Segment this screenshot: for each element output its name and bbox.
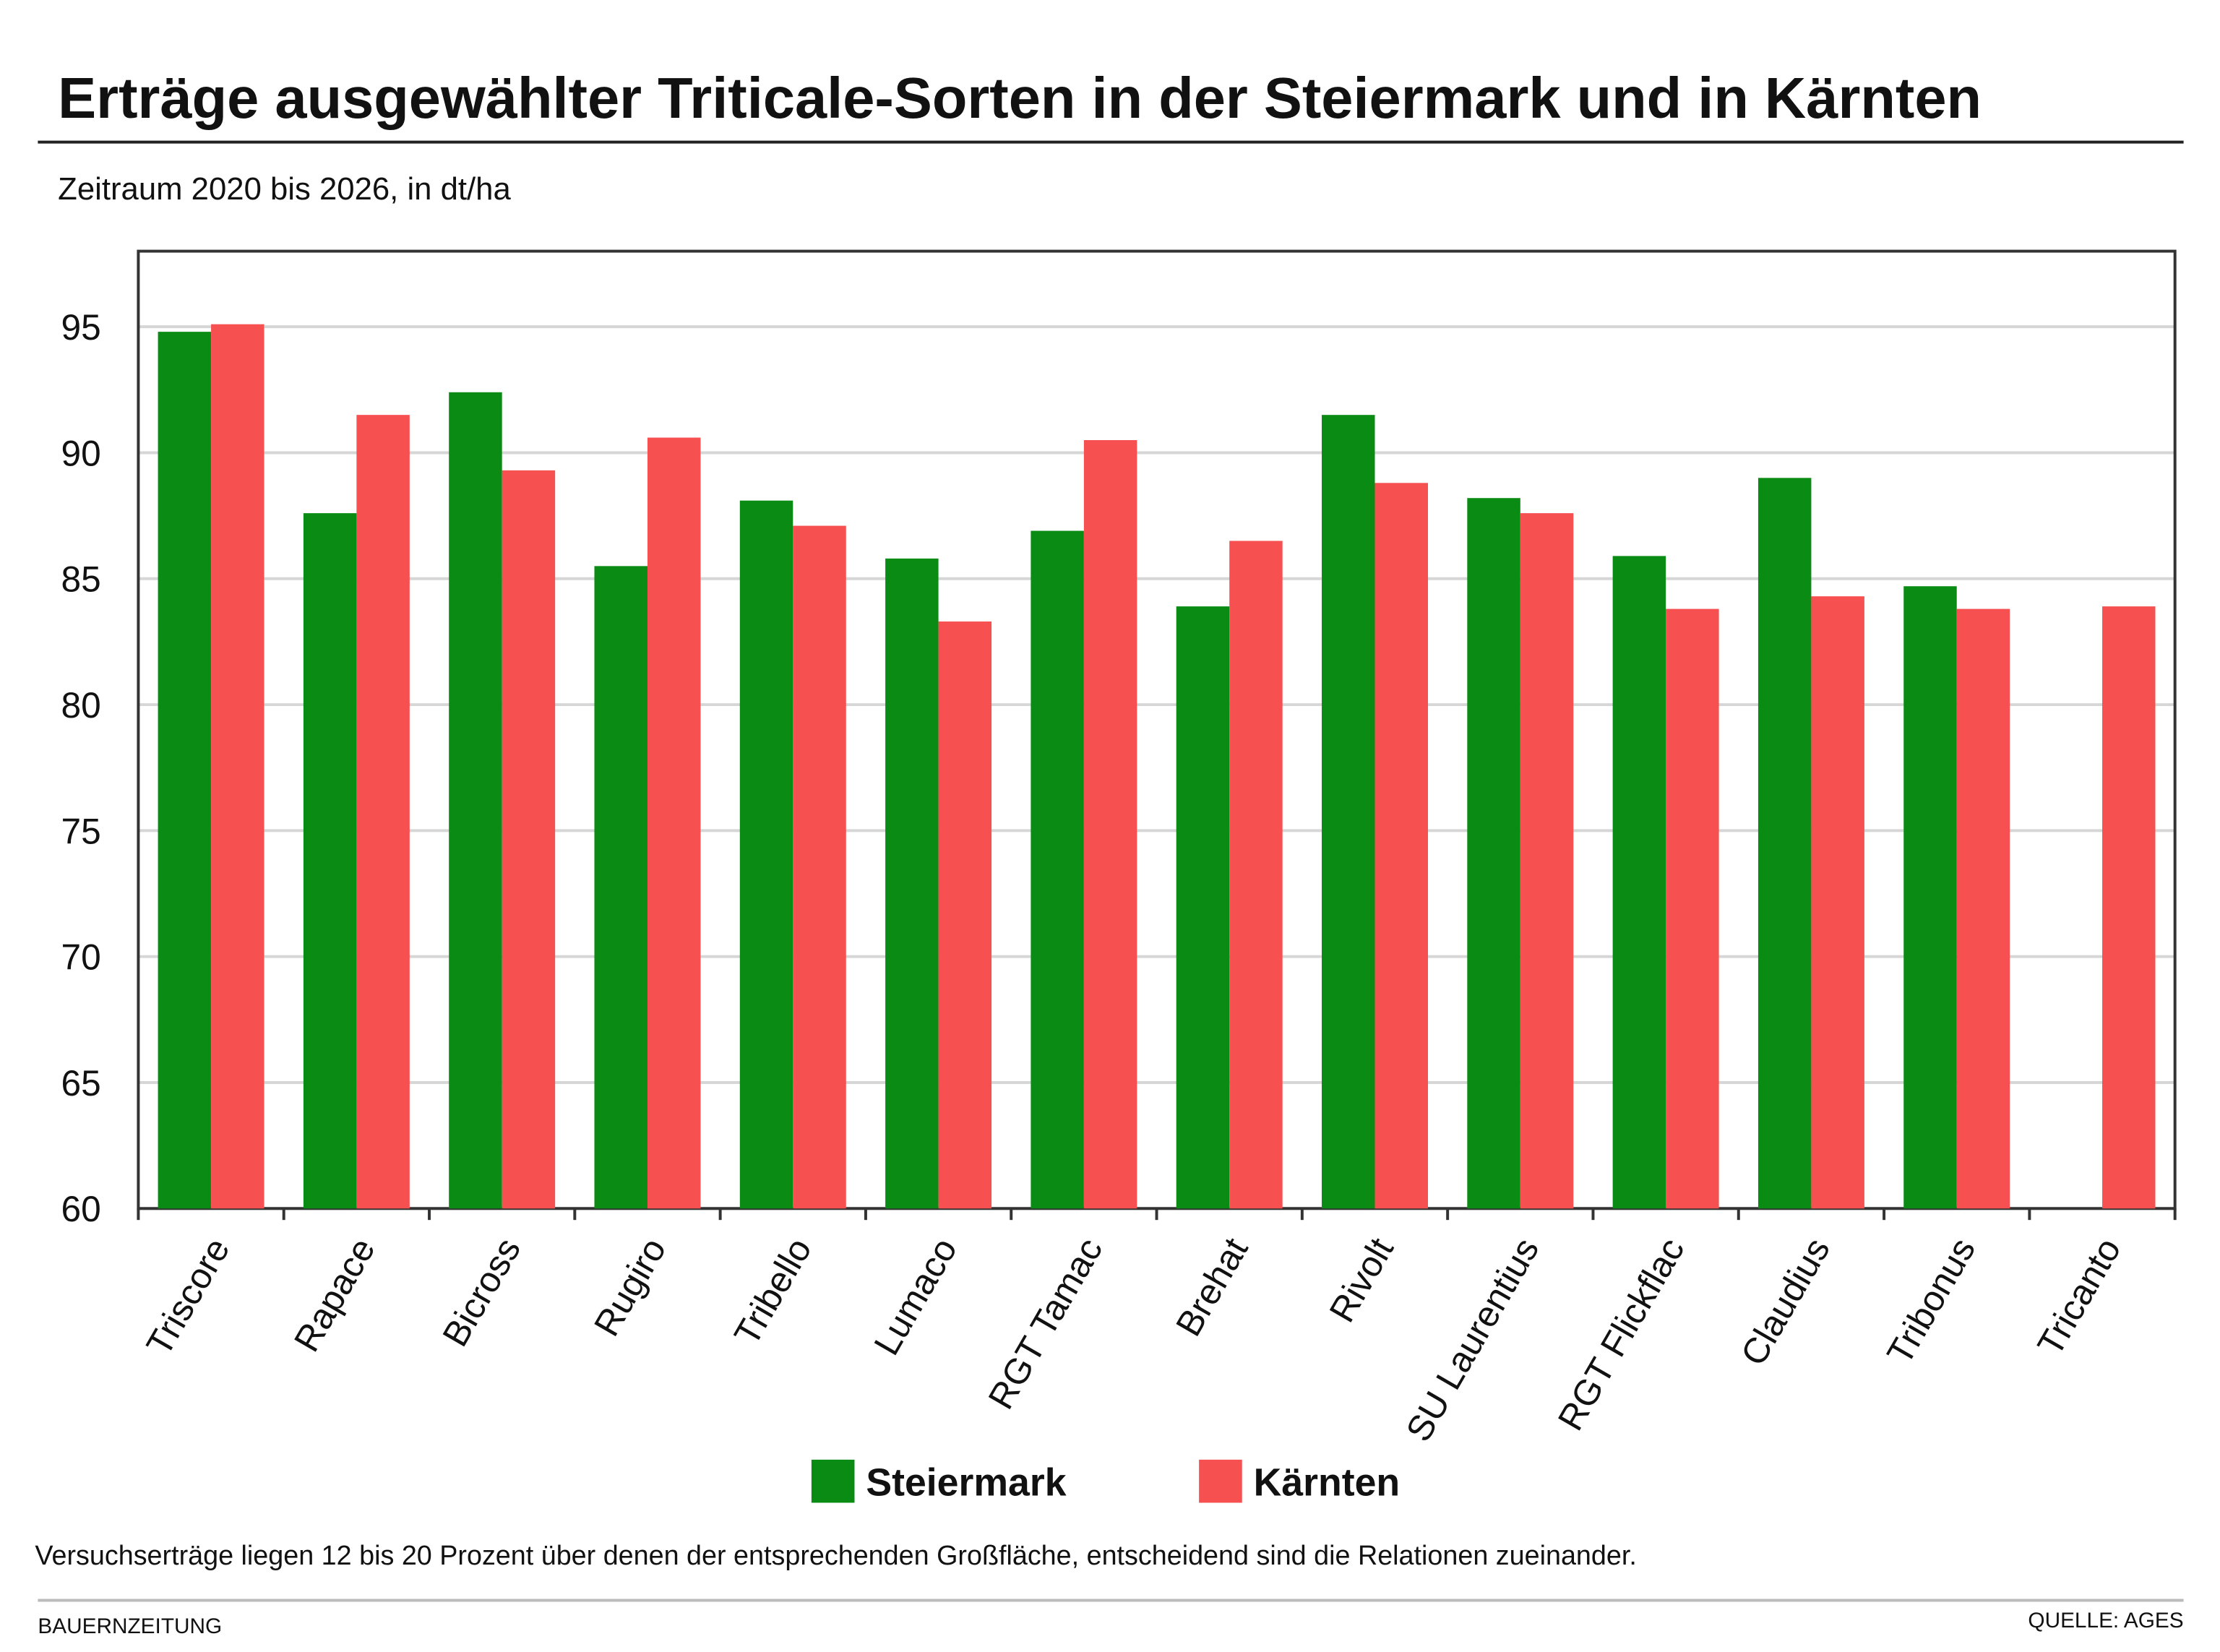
legend-label: Steiermark <box>866 1461 1066 1505</box>
y-tick-label: 90 <box>61 433 101 473</box>
bar <box>211 324 264 1209</box>
legend-swatch <box>811 1459 855 1503</box>
chart-subtitle: Zeitraum 2020 bis 2026, in dt/ha <box>58 171 511 207</box>
bar <box>449 392 502 1209</box>
bar <box>356 415 410 1209</box>
chart-note: Versuchserträge liegen 12 bis 20 Prozent… <box>35 1540 1636 1570</box>
bar <box>739 500 793 1209</box>
legend-swatch <box>1199 1459 1242 1503</box>
bar <box>1612 556 1666 1209</box>
bar <box>647 437 701 1209</box>
bar <box>1811 596 1864 1209</box>
bar <box>1374 483 1428 1209</box>
legend-label: Kärnten <box>1254 1461 1401 1505</box>
bar <box>2102 606 2156 1209</box>
bar <box>1083 440 1137 1209</box>
y-tick-label: 75 <box>61 811 101 851</box>
bar <box>885 558 939 1209</box>
source: QUELLE: AGES <box>2028 1609 2183 1632</box>
bar <box>502 470 556 1209</box>
y-tick-label: 65 <box>61 1063 101 1104</box>
bar <box>1467 498 1520 1209</box>
bar <box>1520 513 1574 1209</box>
y-tick-label: 60 <box>61 1189 101 1229</box>
y-tick-label: 70 <box>61 937 101 978</box>
credit: BAUERNZEITUNG <box>38 1614 222 1638</box>
y-tick-label: 80 <box>61 685 101 726</box>
y-tick-label: 85 <box>61 559 101 600</box>
y-tick-label: 95 <box>61 307 101 348</box>
bar <box>1903 586 1957 1209</box>
bar <box>1666 608 1719 1209</box>
bar <box>303 513 357 1209</box>
bar <box>594 566 648 1209</box>
bar <box>1031 530 1084 1209</box>
bar <box>1956 608 2010 1209</box>
bar <box>1322 415 1375 1209</box>
bar <box>1758 478 1812 1209</box>
bar <box>1229 541 1283 1209</box>
bar <box>938 621 992 1209</box>
bar <box>793 525 846 1209</box>
bar <box>158 332 212 1209</box>
bar <box>1176 606 1230 1209</box>
chart-title: Erträge ausgewählter Triticale-Sorten in… <box>58 66 1982 130</box>
